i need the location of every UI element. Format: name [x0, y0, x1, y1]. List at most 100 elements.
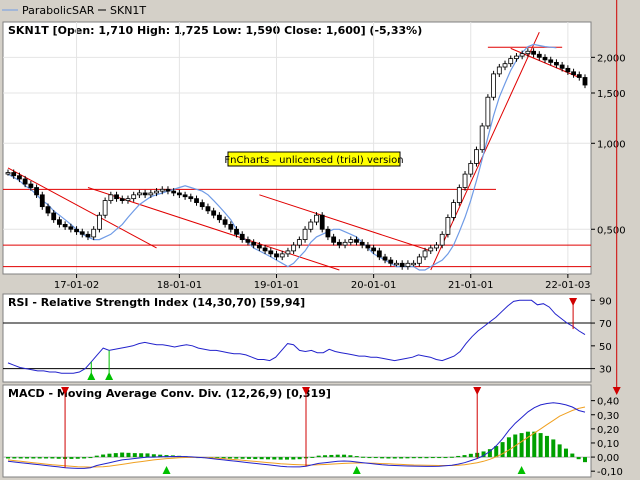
candle-body	[74, 228, 79, 233]
candle	[45, 203, 51, 217]
macd-histogram	[6, 431, 587, 463]
candle-body	[411, 262, 417, 266]
sell-signal-marker	[302, 387, 311, 395]
candle	[262, 244, 268, 255]
candle	[399, 260, 405, 270]
macd-lines	[7, 402, 586, 469]
candle	[388, 257, 394, 267]
candle	[285, 247, 291, 258]
candle-body	[331, 236, 337, 243]
histogram-bar	[240, 457, 245, 459]
rsi-panel-title: RSI - Relative Strength Index (14,30,70)…	[8, 296, 305, 309]
candle	[525, 48, 531, 57]
legend-price-label[interactable]: SKN1T	[110, 4, 146, 17]
histogram-bar	[500, 442, 505, 458]
macd-signal-line	[7, 406, 586, 468]
rsi-y-tick-label: 70	[599, 319, 612, 330]
candle	[159, 186, 165, 195]
price-panel[interactable]: SKN1T [Open: 1,710 High: 1,725 Low: 1,59…	[2, 21, 626, 291]
candle-body	[416, 256, 422, 264]
candle	[91, 226, 97, 241]
candle	[382, 253, 388, 264]
legend-sar-label[interactable]: ParabolicSAR	[22, 4, 95, 17]
candle-body	[148, 192, 154, 196]
sell-signal-marker	[61, 387, 70, 395]
macd-y-axis-labels: 0,40 0,30 0,20 0,10 0,00 -0,10	[591, 397, 623, 478]
candle	[314, 212, 319, 226]
candle-body	[485, 96, 491, 127]
candle-body	[131, 194, 137, 200]
candle	[211, 207, 217, 219]
sar-line	[7, 43, 557, 271]
macd-y-tick-label: 0,00	[597, 453, 619, 464]
candle-body	[314, 214, 319, 223]
histogram-bar	[151, 454, 156, 458]
candle-body	[51, 212, 57, 221]
histogram-bar	[284, 457, 289, 460]
candle	[428, 244, 434, 255]
candle	[39, 191, 45, 210]
histogram-bar	[583, 457, 587, 463]
candle-body	[222, 219, 228, 225]
candle	[559, 61, 565, 72]
histogram-bar	[139, 453, 144, 458]
histogram-bar	[227, 457, 232, 459]
macd-panel[interactable]: MACD - Moving Average Conv. Div. (12,26,…	[2, 0, 623, 478]
histogram-bar	[259, 457, 264, 460]
candle-body	[548, 59, 554, 63]
macd-line	[7, 402, 586, 469]
candle	[222, 216, 228, 228]
macd-y-tick-label: 0,30	[597, 411, 619, 422]
candle	[439, 231, 445, 249]
candle	[411, 260, 417, 267]
rsi-grid	[3, 322, 591, 370]
candle	[22, 175, 28, 188]
candle-body	[251, 241, 257, 246]
rsi-panel[interactable]: RSI - Relative Strength Index (14,30,70)…	[2, 293, 612, 383]
candle	[188, 193, 194, 202]
candle-body	[325, 228, 331, 238]
histogram-bar	[487, 449, 492, 458]
candle	[371, 244, 377, 255]
candle-body	[114, 194, 119, 200]
trend-line	[7, 167, 157, 249]
candle-body	[359, 241, 365, 246]
candle-body	[365, 244, 371, 249]
histogram-bar	[310, 456, 315, 458]
histogram-bar	[6, 457, 10, 459]
candle-body	[68, 226, 74, 230]
sell-signal-marker	[569, 298, 578, 306]
candle	[405, 260, 411, 270]
histogram-bar	[18, 457, 23, 459]
candle-body	[525, 50, 531, 55]
candle-body	[188, 196, 194, 200]
candle-body	[354, 239, 359, 243]
macd-y-tick-label: -0,10	[597, 467, 623, 478]
candle-body	[376, 250, 382, 258]
histogram-bar	[234, 457, 239, 459]
candle	[68, 223, 74, 233]
candle	[536, 51, 542, 61]
candle	[542, 54, 548, 63]
candle-body	[239, 233, 245, 241]
price-x-tick-label: 19-01-01	[254, 280, 299, 291]
candle-body	[342, 241, 348, 246]
histogram-bar	[113, 453, 118, 458]
candle-body	[154, 190, 159, 194]
candle	[479, 122, 485, 153]
candle	[11, 169, 17, 179]
histogram-bar	[399, 457, 404, 459]
candle	[182, 191, 188, 200]
watermark: FnCharts - unlicensed (trial) version	[224, 151, 404, 167]
histogram-bar	[145, 453, 150, 458]
buy-signal-marker	[105, 372, 114, 380]
candle-body	[565, 67, 571, 73]
candle	[176, 189, 182, 198]
candle-body	[479, 125, 485, 151]
price-x-tick-label: 18-01-01	[157, 280, 202, 291]
candle-body	[462, 173, 468, 188]
histogram-bar	[316, 455, 321, 458]
buy-signal-marker	[517, 466, 526, 474]
candle	[102, 197, 108, 219]
rsi-y-tick-label: 30	[599, 365, 612, 376]
